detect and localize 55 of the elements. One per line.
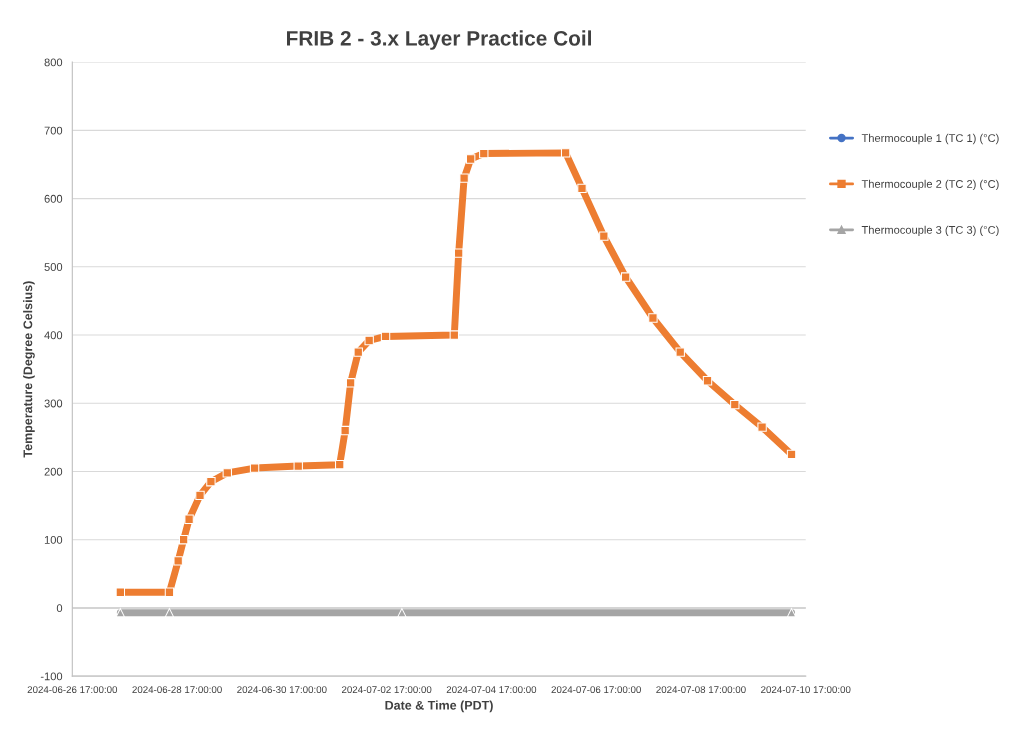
point bbox=[249, 463, 260, 473]
x-tick-label: 2024-07-04 17:00:00 bbox=[446, 686, 537, 694]
point bbox=[465, 154, 476, 164]
legend-label: Thermocouple 1 (TC 1) (°C) bbox=[861, 133, 999, 145]
point bbox=[222, 468, 232, 478]
y-tick-label: 400 bbox=[44, 331, 63, 340]
x-tick-label: 2024-07-10 17:00:00 bbox=[761, 686, 851, 694]
chart-title: FRIB 2 - 3.x Layer Practice Coil bbox=[287, 30, 591, 50]
point bbox=[620, 272, 631, 282]
point bbox=[577, 183, 587, 194]
point bbox=[184, 514, 194, 524]
point bbox=[195, 490, 205, 501]
y-tick-label: 300 bbox=[44, 399, 63, 408]
y-tick-label: 800 bbox=[44, 58, 63, 67]
y-tick-label: 200 bbox=[44, 467, 63, 476]
x-tick-label: 2024-07-02 17:00:00 bbox=[341, 686, 432, 694]
y-tick-label: 0 bbox=[56, 604, 63, 613]
point bbox=[479, 148, 489, 159]
x-tick-label: 2024-06-28 17:00:00 bbox=[132, 686, 222, 694]
point bbox=[335, 459, 345, 470]
x-tick-label: 2024-07-08 17:00:00 bbox=[656, 686, 746, 694]
legend-label: Thermocouple 3 (TC 3) (°C) bbox=[861, 225, 999, 237]
point bbox=[115, 587, 126, 597]
point bbox=[397, 608, 407, 618]
y-tick-label: 600 bbox=[44, 194, 63, 203]
point bbox=[173, 556, 183, 566]
point bbox=[206, 477, 216, 487]
y-tick-label: 100 bbox=[44, 535, 63, 544]
point bbox=[293, 461, 303, 471]
point bbox=[340, 425, 350, 436]
legend-label: Thermocouple 2 (TC 2) (°C) bbox=[861, 179, 999, 191]
x-tick-label: 2024-07-06 17:00:00 bbox=[551, 686, 641, 694]
point bbox=[178, 535, 189, 545]
y-tick-label: 700 bbox=[44, 126, 63, 135]
point bbox=[702, 376, 713, 386]
point bbox=[599, 231, 609, 241]
y-axis-title: Temperature (Degree Celsius) bbox=[23, 281, 35, 458]
y-tick-label: 500 bbox=[44, 263, 63, 271]
point bbox=[164, 587, 175, 597]
point bbox=[757, 422, 767, 432]
point bbox=[364, 335, 374, 346]
point bbox=[459, 173, 469, 183]
x-tick-label: 2024-06-26 17:00:00 bbox=[27, 686, 118, 694]
point bbox=[449, 330, 459, 340]
point bbox=[648, 313, 658, 323]
y-tick-label: -100 bbox=[40, 672, 63, 681]
point bbox=[164, 608, 175, 618]
point bbox=[560, 148, 571, 158]
x-tick-label: 2024-06-30 17:00:00 bbox=[237, 686, 327, 694]
x-axis-title: Date & Time (PDT) bbox=[385, 700, 493, 713]
point bbox=[353, 347, 363, 357]
point bbox=[675, 347, 685, 357]
point bbox=[380, 331, 391, 342]
point bbox=[345, 378, 356, 388]
point bbox=[730, 399, 740, 410]
